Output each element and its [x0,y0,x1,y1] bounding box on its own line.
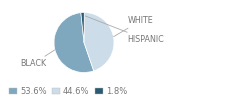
Text: WHITE: WHITE [114,16,153,37]
Text: BLACK: BLACK [20,50,55,68]
Wedge shape [81,12,84,42]
Wedge shape [84,12,114,71]
Wedge shape [54,13,94,72]
Text: HISPANIC: HISPANIC [85,16,164,44]
Legend: 53.6%, 44.6%, 1.8%: 53.6%, 44.6%, 1.8% [9,87,127,96]
